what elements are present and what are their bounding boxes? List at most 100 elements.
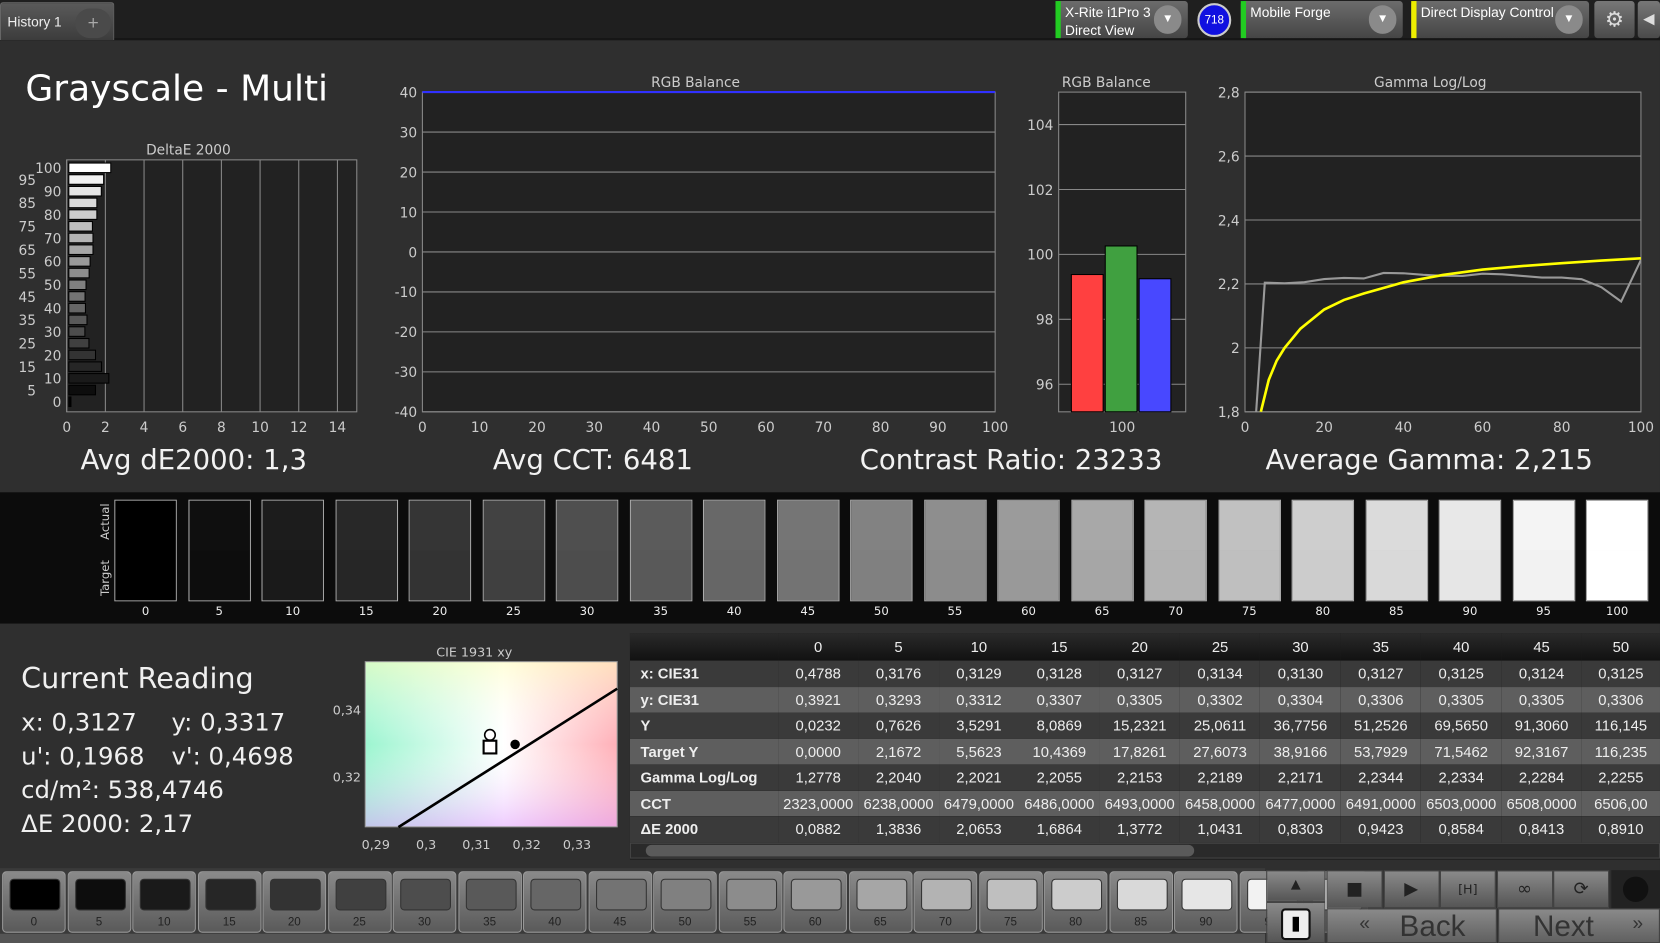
swatch-10 bbox=[261, 499, 324, 602]
h-bracket-button[interactable]: [H] bbox=[1439, 870, 1496, 909]
y-tick-label: 70 bbox=[44, 231, 62, 247]
instrument-dropdown[interactable]: X-Rite i1Pro 3 Direct View ▼ bbox=[1055, 1, 1188, 39]
x-tick-label: 80 bbox=[872, 420, 890, 436]
patch-button-35[interactable]: 35 bbox=[457, 871, 522, 933]
corner-cell bbox=[629, 633, 778, 661]
table-cell: 0,8584 bbox=[1420, 816, 1502, 843]
chevron-down-icon: ▼ bbox=[1555, 5, 1583, 34]
y-tick-label: 0,32 bbox=[333, 769, 361, 784]
refresh-button[interactable]: ⟳ bbox=[1553, 870, 1610, 909]
reading-y: y: 0,3317 bbox=[171, 709, 286, 737]
table-cell: 0,3312 bbox=[938, 686, 1020, 713]
settings-button[interactable]: ⚙ bbox=[1594, 1, 1635, 39]
patch-button-75[interactable]: 75 bbox=[978, 871, 1043, 933]
play-button[interactable]: ▶ bbox=[1383, 870, 1440, 909]
table-cell: 0,3129 bbox=[938, 660, 1020, 687]
y-tick-label: 10 bbox=[400, 205, 418, 221]
display-control-dropdown[interactable]: Direct Display Control ▼ bbox=[1411, 1, 1590, 39]
profile-dropdown[interactable]: Mobile Forge ▼ bbox=[1240, 1, 1403, 39]
infinity-button[interactable]: ∞ bbox=[1496, 870, 1553, 909]
patch-color bbox=[660, 878, 712, 911]
patch-button-20[interactable]: 20 bbox=[262, 871, 327, 933]
swatch-label: 70 bbox=[1168, 604, 1184, 619]
table-cell: 0,9423 bbox=[1340, 816, 1421, 843]
patch-bar-scrollbar[interactable] bbox=[0, 933, 1266, 943]
patch-button-90[interactable]: 90 bbox=[1174, 871, 1238, 933]
swatch-label: 100 bbox=[1606, 604, 1629, 619]
patch-button-0[interactable]: 0 bbox=[2, 871, 66, 933]
x-tick-label: 8 bbox=[217, 420, 226, 436]
swatch-95 bbox=[1512, 499, 1575, 602]
patch-button-40[interactable]: 40 bbox=[522, 871, 587, 933]
scroll-up-button[interactable]: ▲ bbox=[1266, 870, 1326, 902]
collapse-button[interactable]: ◀ bbox=[1637, 1, 1660, 39]
target-swatch bbox=[998, 550, 1059, 601]
patch-button-5[interactable]: 5 bbox=[67, 871, 131, 933]
back-button[interactable]: « Back bbox=[1326, 908, 1497, 943]
patch-button-85[interactable]: 85 bbox=[1108, 871, 1173, 933]
tab-history-1[interactable]: History 1 + bbox=[0, 2, 115, 41]
patch-button-50[interactable]: 50 bbox=[653, 871, 717, 933]
x-tick-label: 60 bbox=[1474, 420, 1492, 436]
target-swatch bbox=[115, 550, 176, 601]
swatch-45 bbox=[776, 499, 839, 602]
patch-color bbox=[465, 878, 517, 911]
actual-swatch bbox=[1586, 500, 1648, 551]
status-stripe bbox=[1411, 1, 1417, 39]
patch-label: 15 bbox=[222, 915, 236, 929]
scrollbar-thumb[interactable] bbox=[645, 844, 1195, 857]
table-cell: 0,8303 bbox=[1260, 816, 1341, 843]
patch-button-55[interactable]: 55 bbox=[718, 871, 782, 933]
play-icon: ▶ bbox=[1404, 878, 1419, 900]
top-bar: History 1 + X-Rite i1Pro 3 Direct View ▼ … bbox=[0, 0, 1660, 41]
patch-button-30[interactable]: 30 bbox=[392, 871, 457, 933]
patch-color bbox=[9, 878, 61, 911]
y-tick-label: 98 bbox=[1036, 313, 1054, 329]
column-header: 40 bbox=[1420, 633, 1502, 661]
patch-label: 20 bbox=[287, 915, 301, 929]
table-cell: 0,3921 bbox=[777, 686, 859, 713]
actual-swatch bbox=[1439, 500, 1501, 551]
column-header: 30 bbox=[1260, 633, 1341, 661]
y-tick-label: 2 bbox=[1231, 341, 1240, 357]
target-point bbox=[482, 739, 498, 755]
patch-color bbox=[921, 878, 972, 911]
patch-button-25[interactable]: 25 bbox=[327, 871, 392, 933]
stop-toggle-button[interactable] bbox=[1266, 901, 1326, 943]
y-tick-label: 50 bbox=[44, 278, 62, 294]
table-cell: 2323,0000 bbox=[777, 790, 859, 817]
table-cell: 0,3128 bbox=[1019, 660, 1100, 687]
patch-button-15[interactable]: 15 bbox=[197, 871, 261, 933]
status-stripe bbox=[1055, 1, 1061, 39]
patch-color bbox=[204, 878, 256, 911]
y-tick-label: 0 bbox=[53, 395, 62, 411]
status-stripe bbox=[1240, 1, 1247, 39]
table-cell: 0,3127 bbox=[1340, 660, 1421, 687]
patch-button-45[interactable]: 45 bbox=[588, 871, 652, 933]
y-tick-label: 90 bbox=[44, 185, 62, 201]
stop-button[interactable]: ■ bbox=[1326, 870, 1383, 909]
table-horizontal-scrollbar[interactable] bbox=[629, 842, 1660, 859]
patch-label: 60 bbox=[808, 915, 822, 929]
actual-swatch bbox=[1513, 500, 1574, 551]
table-cell: 27,6073 bbox=[1179, 738, 1261, 765]
next-button[interactable]: Next » bbox=[1498, 908, 1660, 943]
table-cell: 0,7626 bbox=[858, 712, 939, 739]
patch-button-80[interactable]: 80 bbox=[1043, 871, 1108, 933]
swatch-20 bbox=[408, 499, 472, 602]
add-tab-button[interactable]: + bbox=[75, 8, 112, 39]
reading-luminance: cd/m²: 538,4746 bbox=[21, 777, 224, 805]
x-tick-label: 40 bbox=[643, 420, 661, 436]
table-cell: 2,2153 bbox=[1099, 764, 1180, 791]
patch-button-65[interactable]: 65 bbox=[848, 871, 913, 933]
instrument-badge[interactable]: 718 bbox=[1197, 3, 1232, 38]
target-swatch bbox=[1071, 550, 1133, 601]
y-tick-label: -30 bbox=[395, 365, 417, 381]
patch-button-10[interactable]: 10 bbox=[132, 871, 196, 933]
deltae-bar bbox=[68, 361, 103, 372]
avg-delta-e: Avg dE2000: 1,3 bbox=[80, 444, 307, 477]
patch-button-70[interactable]: 70 bbox=[913, 871, 978, 933]
patch-button-60[interactable]: 60 bbox=[783, 871, 847, 933]
patch-label: 80 bbox=[1069, 915, 1083, 929]
